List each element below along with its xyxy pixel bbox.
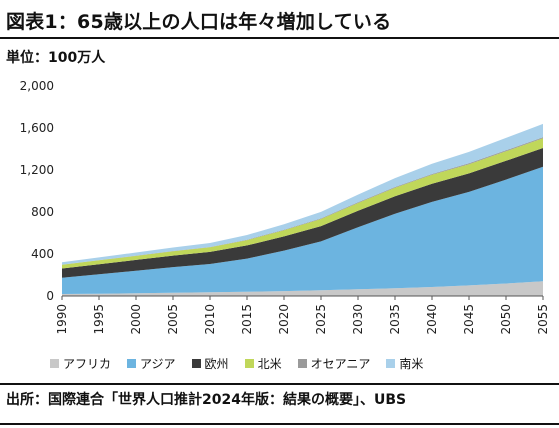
area-series-1 bbox=[62, 166, 543, 294]
x-tick-label: 2050 bbox=[499, 304, 513, 335]
legend-item: 南米 bbox=[386, 355, 423, 372]
legend-swatch bbox=[127, 359, 137, 368]
legend-swatch bbox=[191, 359, 201, 368]
x-tick-label: 2005 bbox=[166, 304, 180, 335]
x-tick-label: 2045 bbox=[462, 304, 476, 335]
y-tick-label: 2,000 bbox=[20, 79, 54, 93]
end-rule bbox=[0, 423, 559, 425]
source-note: 出所：国際連合「世界人口推計2024年版：結果の概要」、UBS bbox=[6, 392, 407, 408]
y-tick-label: 1,600 bbox=[20, 121, 54, 135]
x-tick-label: 2020 bbox=[277, 304, 291, 335]
y-tick-label: 400 bbox=[31, 247, 54, 261]
legend-item: 欧州 bbox=[191, 355, 229, 372]
bottom-rule bbox=[0, 383, 559, 385]
legend-label: アフリカ bbox=[63, 357, 112, 371]
area-series-2 bbox=[62, 148, 543, 278]
legend-swatch bbox=[50, 359, 59, 368]
y-tick-label: 1,200 bbox=[20, 163, 54, 177]
y-tick-label: 800 bbox=[31, 205, 54, 219]
legend-item: アジア bbox=[127, 355, 176, 372]
legend-label: 欧州 bbox=[204, 357, 229, 371]
top-rule bbox=[0, 37, 559, 39]
legend-swatch bbox=[386, 359, 396, 368]
legend-item: アフリカ bbox=[50, 355, 111, 372]
x-tick-label: 2000 bbox=[129, 304, 143, 335]
x-tick-label: 2035 bbox=[388, 304, 402, 335]
x-tick-label: 1995 bbox=[92, 304, 106, 335]
unit-label: 単位：100万人 bbox=[6, 50, 106, 66]
x-tick-label: 2010 bbox=[203, 304, 217, 335]
legend-label: オセアニア bbox=[310, 357, 371, 371]
area-series-0 bbox=[62, 281, 543, 296]
y-tick-label: 0 bbox=[46, 289, 54, 303]
x-tick-label: 2025 bbox=[314, 304, 328, 335]
x-tick-label: 2055 bbox=[536, 304, 550, 335]
x-tick-label: 1990 bbox=[55, 304, 69, 335]
chart-legend: アフリカ アジア 欧州 北米 オセアニア 南米 bbox=[50, 355, 423, 372]
legend-item: オセアニア bbox=[297, 355, 371, 372]
legend-label: 南米 bbox=[399, 357, 424, 371]
legend-swatch bbox=[244, 359, 254, 368]
x-tick-label: 2015 bbox=[240, 304, 254, 335]
x-tick-label: 2030 bbox=[351, 304, 365, 335]
legend-item: 北米 bbox=[244, 355, 282, 372]
legend-swatch bbox=[297, 359, 307, 368]
stacked-area-chart: 0 400 800 1,200 1,600 2,000 1990 1995 2000 2005 20… bbox=[20, 79, 550, 335]
legend-label: アジア bbox=[140, 357, 176, 371]
legend-label: 北米 bbox=[257, 357, 282, 371]
chart-title: 図表1：65歳以上の人口は年々増加している bbox=[6, 11, 392, 33]
x-tick-label: 2040 bbox=[425, 304, 439, 335]
